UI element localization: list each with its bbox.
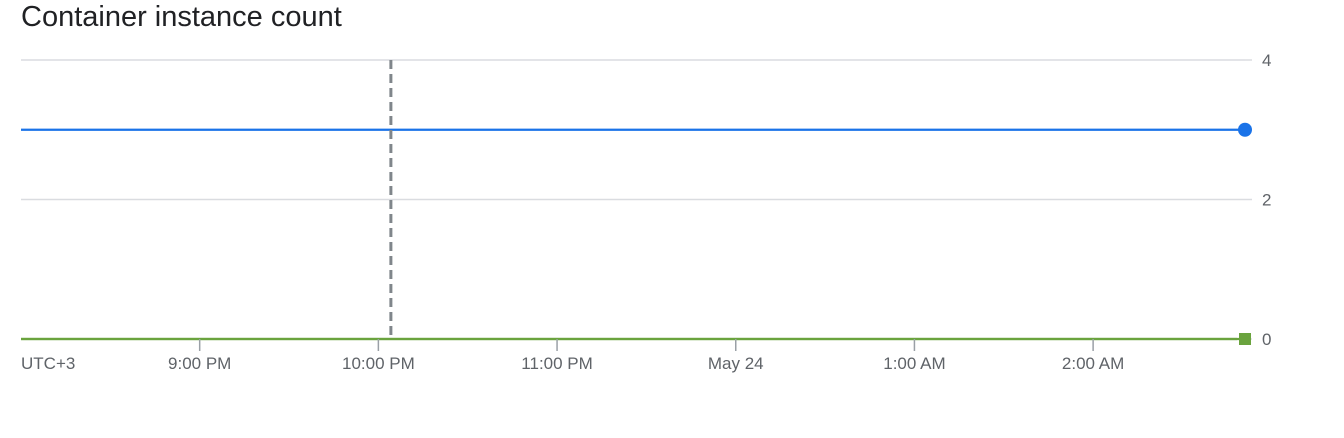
series-end-marker[interactable] bbox=[1239, 333, 1251, 345]
timezone-label: UTC+3 bbox=[21, 354, 75, 373]
series-layer bbox=[21, 122, 1252, 345]
x-tick-label: May 24 bbox=[708, 354, 764, 373]
x-tick-label: 9:00 PM bbox=[168, 354, 231, 373]
x-tick-label: 11:00 PM bbox=[521, 354, 593, 373]
y-tick-label: 2 bbox=[1262, 191, 1271, 210]
axes: 0 2 4 9:00 PM 10:00 PM 11:00 PM May 24 1:00 AM 2… bbox=[21, 51, 1271, 373]
chart-title: Container instance count bbox=[21, 1, 342, 33]
x-tick-label: 2:00 AM bbox=[1062, 354, 1124, 373]
y-tick-label: 0 bbox=[1262, 330, 1271, 349]
gridlines bbox=[21, 59, 1252, 340]
x-tick-label: 1:00 AM bbox=[883, 354, 945, 373]
y-tick-label: 4 bbox=[1262, 51, 1271, 70]
x-tick-label: 10:00 PM bbox=[342, 354, 415, 373]
series-end-marker[interactable] bbox=[1238, 122, 1252, 137]
